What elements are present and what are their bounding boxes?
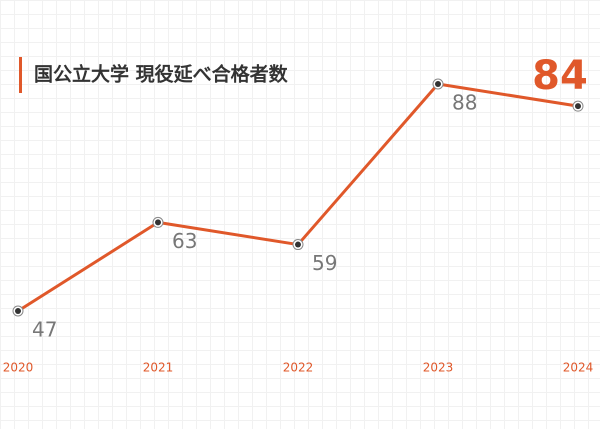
line (17, 82, 579, 313)
marker-dot (295, 241, 301, 248)
data-label: 88 (452, 91, 477, 115)
marker-dot (435, 81, 441, 87)
x-tick-label: 2020 (3, 361, 34, 375)
data-label: 59 (312, 251, 337, 275)
x-tick-label: 2022 (283, 361, 314, 375)
title-accent (19, 57, 22, 93)
chart-title: 国公立大学 現役延べ合格者数 (34, 63, 289, 86)
marker-dot (155, 219, 161, 226)
data-label: 84 (532, 53, 588, 99)
data-label: 47 (32, 318, 57, 342)
marker-dot (15, 308, 21, 314)
x-tick-label: 2021 (143, 361, 174, 375)
marker-dot (575, 103, 581, 110)
data-label: 63 (172, 229, 197, 253)
x-tick-label: 2023 (423, 361, 454, 375)
x-tick-label: 2024 (563, 361, 594, 375)
